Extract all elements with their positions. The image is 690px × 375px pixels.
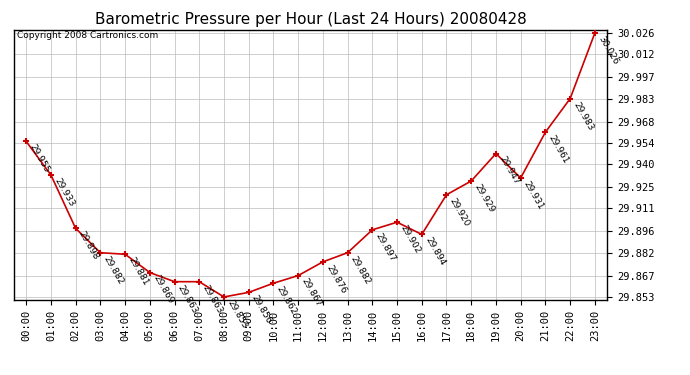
Text: 29.894: 29.894 [423,236,446,267]
Text: 29.920: 29.920 [448,196,471,228]
Text: 29.882: 29.882 [101,254,125,286]
Text: 29.898: 29.898 [77,230,101,261]
Text: 29.867: 29.867 [299,277,323,309]
Text: 29.882: 29.882 [349,254,373,286]
Text: 29.863: 29.863 [201,283,224,315]
Text: 29.931: 29.931 [522,179,546,211]
Text: 29.869: 29.869 [151,274,175,306]
Text: 29.856: 29.856 [250,294,274,326]
Text: 29.929: 29.929 [473,182,496,214]
Text: 29.897: 29.897 [374,231,397,263]
Text: 29.961: 29.961 [546,134,571,165]
Text: 29.876: 29.876 [324,263,348,295]
Text: 29.983: 29.983 [571,100,595,132]
Text: 29.863: 29.863 [176,283,199,315]
Text: 30.026: 30.026 [596,34,620,66]
Text: 29.853: 29.853 [226,298,249,330]
Text: Copyright 2008 Cartronics.com: Copyright 2008 Cartronics.com [17,32,158,40]
Text: 29.955: 29.955 [28,143,51,174]
Text: 29.881: 29.881 [126,256,150,287]
Text: 29.947: 29.947 [497,155,521,187]
Text: 29.862: 29.862 [275,285,298,316]
Text: 29.933: 29.933 [52,176,76,208]
Title: Barometric Pressure per Hour (Last 24 Hours) 20080428: Barometric Pressure per Hour (Last 24 Ho… [95,12,526,27]
Text: 29.902: 29.902 [398,224,422,255]
